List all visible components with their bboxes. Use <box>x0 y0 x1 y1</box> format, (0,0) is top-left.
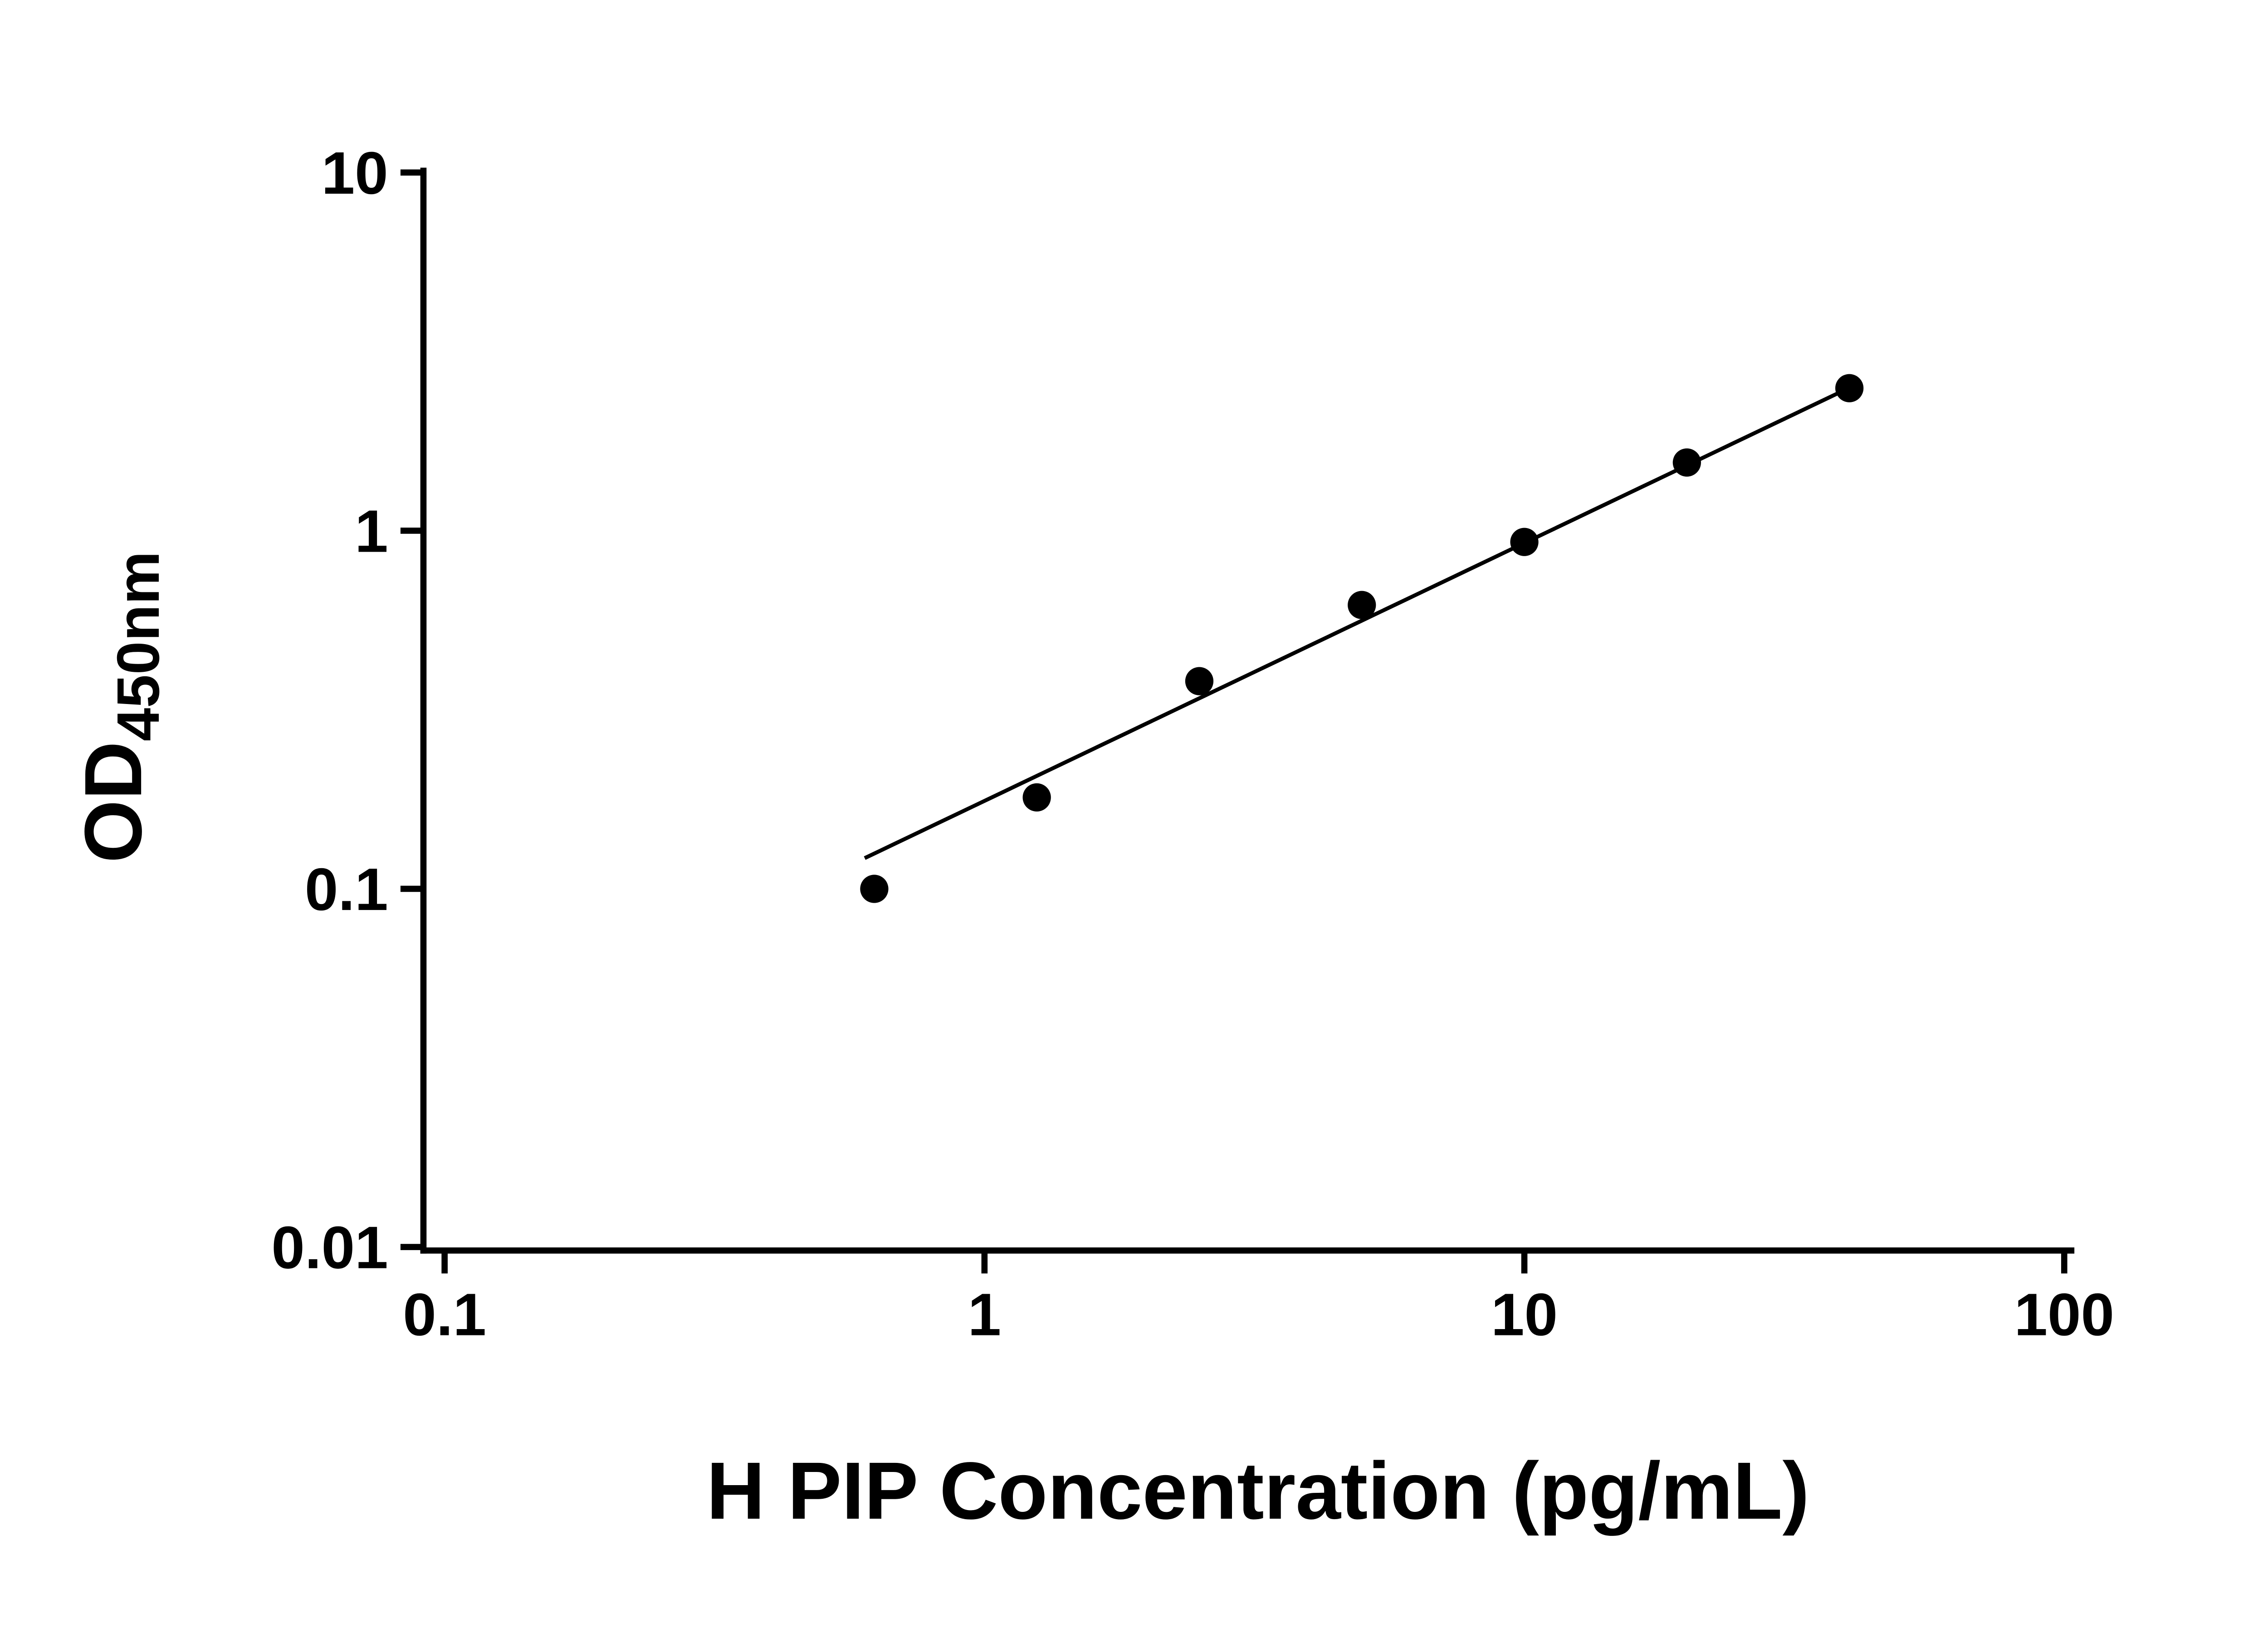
y-tick-label: 0.01 <box>271 1214 388 1281</box>
x-tick-label: 10 <box>1491 1281 1558 1349</box>
y-tick-label: 10 <box>322 140 388 207</box>
y-axis-title-base: OD <box>68 741 158 863</box>
data-point <box>1022 783 1051 812</box>
x-axis-title: H PIP Concentration (pg/mL) <box>706 1445 1809 1536</box>
data-point <box>1348 591 1376 619</box>
y-axis-title-subscript: 450nm <box>105 551 172 741</box>
y-tick-label: 0.1 <box>305 856 388 923</box>
x-tick-label: 1 <box>968 1281 1002 1349</box>
data-point <box>1672 448 1701 477</box>
fit-curve <box>864 383 1856 860</box>
data-point <box>1835 374 1864 402</box>
y-tick-label: 1 <box>355 498 388 565</box>
data-points-group <box>860 374 1864 903</box>
data-point <box>1185 667 1214 695</box>
data-point <box>1510 528 1539 556</box>
x-tick-label: 100 <box>2014 1281 2114 1349</box>
x-tick-label: 0.1 <box>403 1281 486 1349</box>
fit-line-group <box>864 383 1856 860</box>
data-point <box>860 875 889 903</box>
y-axis-title: OD450nm <box>68 551 172 863</box>
